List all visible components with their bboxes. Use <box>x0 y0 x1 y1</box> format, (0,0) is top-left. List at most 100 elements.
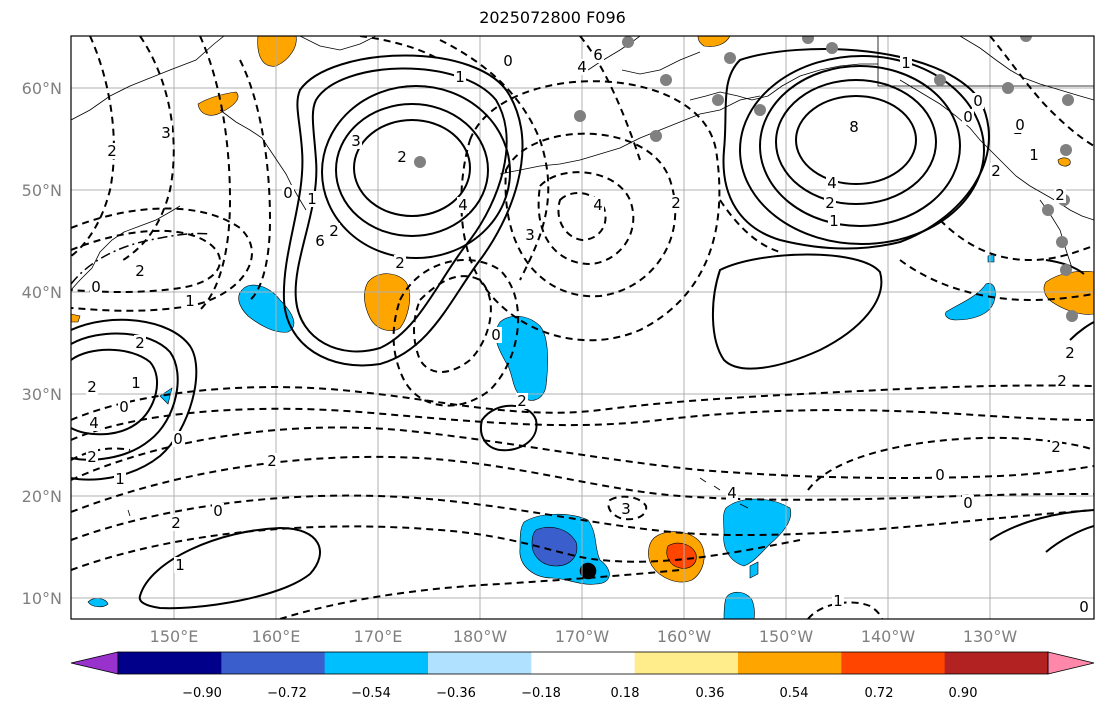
contour-label: 1 <box>115 470 125 488</box>
map-plot-area: 1023468421100220123421026432102421001220… <box>71 36 1094 619</box>
dashdot-contour <box>71 232 211 285</box>
contour-label-bg <box>314 233 326 249</box>
contour-label-bg <box>1056 373 1068 389</box>
colorbar-tick-labels: −0.90 −0.72 −0.54 −0.36 −0.18 0.18 0.36 … <box>182 686 977 701</box>
contour-label-bg <box>1064 345 1076 361</box>
contour-label-bg <box>502 53 514 69</box>
lat-label: 20°N <box>22 487 62 506</box>
lat-label: 30°N <box>22 385 62 404</box>
contour-label-bg <box>134 335 146 351</box>
lat-label: 50°N <box>22 181 62 200</box>
shade-black-dot <box>579 562 597 580</box>
colorbar-tick-label: 0.72 <box>865 686 894 701</box>
lon-label: 170°E <box>354 627 403 646</box>
contour-label: 0 <box>283 184 293 202</box>
lon-label: 150°W <box>759 627 814 646</box>
contour-label: 0 <box>173 430 183 448</box>
contour-label: 0 <box>1015 116 1025 134</box>
shade-blue-bottom <box>723 591 755 619</box>
shade-blue-dateline <box>495 315 548 401</box>
contour-label-bg <box>900 55 912 71</box>
contour-label: 3 <box>621 500 631 518</box>
longitude-labels: 150°E 160°E 170°E 180°W 170°W 160°W 150°… <box>150 627 1018 646</box>
contour-label-bg <box>1028 147 1040 163</box>
contour-label: 0 <box>973 92 983 110</box>
contour-label: 6 <box>593 46 603 64</box>
contour-label-bg <box>328 223 340 239</box>
contour-label-bg <box>832 593 844 609</box>
contour-label-bg <box>88 415 100 431</box>
contour-label-bg <box>576 59 588 75</box>
contour-label: 1 <box>185 292 195 310</box>
colorbar-extend-low <box>70 651 119 675</box>
contour-label: 0 <box>91 278 101 296</box>
contour-label-bg <box>1078 599 1090 615</box>
contour-label-bg <box>524 227 536 243</box>
contour-labels: 1023468421100220123421026432102421001220… <box>86 46 1090 616</box>
contour-label: 2 <box>991 162 1001 180</box>
contour-label-bg <box>118 399 130 415</box>
colorbar-tick-label: 0.54 <box>780 686 809 701</box>
contour-label: 0 <box>963 108 973 126</box>
colorbar-tick-label: −0.90 <box>182 686 222 701</box>
colorbar-tick-label: −0.36 <box>436 686 476 701</box>
contour-label: 0 <box>491 326 501 344</box>
contour-label: 2 <box>135 262 145 280</box>
contour-label-bg <box>824 195 836 211</box>
lon-label: 180°W <box>453 627 508 646</box>
contour-label: 0 <box>213 502 223 520</box>
colorbar-tick-label: 0.36 <box>696 686 725 701</box>
contour-label-bg <box>1054 187 1066 203</box>
colorbar-bin <box>738 652 842 674</box>
contour-label: 4 <box>458 196 468 214</box>
lon-label: 140°W <box>861 627 916 646</box>
lon-label: 160°W <box>657 627 712 646</box>
contour-label: 1 <box>175 556 185 574</box>
contour-label: 2 <box>87 378 97 396</box>
lat-label: 10°N <box>22 589 62 608</box>
contour-label: 3 <box>351 132 361 150</box>
shade-blue-small-1 <box>749 561 759 579</box>
colorbar-tick-label: 0.90 <box>949 686 978 701</box>
contour-label: 6 <box>315 232 325 250</box>
contour-label-bg <box>266 453 278 469</box>
contours-negative <box>71 36 1094 619</box>
graticule <box>71 36 1094 619</box>
contour-label: 1 <box>307 190 317 208</box>
shade-orange-nw-2 <box>197 91 239 116</box>
shade-orange-tiny <box>71 313 81 323</box>
contour-label: 0 <box>963 494 973 512</box>
contour-label: 1 <box>455 68 465 86</box>
contour-label: 4 <box>89 414 99 432</box>
contour-label-bg <box>592 197 604 213</box>
contour-label-bg <box>962 495 974 511</box>
latitude-labels: 60°N 50°N 40°N 30°N 20°N 10°N <box>22 79 62 608</box>
colorbar-bin <box>221 652 326 674</box>
contour-label: 2 <box>517 392 527 410</box>
contour-label-bg <box>670 195 682 211</box>
lon-label: 130°W <box>963 627 1018 646</box>
contour-label-bg <box>990 163 1002 179</box>
colorbar-tick-label: −0.18 <box>521 686 561 701</box>
contour-label-bg <box>826 175 838 191</box>
contour-label: 0 <box>1079 598 1089 616</box>
contour-label-bg <box>130 375 142 391</box>
contour-label: 2 <box>1057 372 1067 390</box>
contour-label-bg <box>212 503 224 519</box>
colorbar <box>70 651 1095 675</box>
contour-label-bg <box>726 485 738 501</box>
contour-label-bg <box>160 125 172 141</box>
contour-label-bg <box>114 471 126 487</box>
map-title: 2025072800 F096 <box>479 8 626 27</box>
contour-label-bg <box>394 255 406 271</box>
contour-label: 0 <box>119 398 129 416</box>
lon-label: 160°E <box>252 627 301 646</box>
contour-label-bg <box>350 133 362 149</box>
colorbar-extend-high <box>1047 651 1095 675</box>
contour-label-bg <box>828 213 840 229</box>
contour-label: 2 <box>329 222 339 240</box>
contour-label: 1 <box>833 592 843 610</box>
contour-label: 2 <box>1065 344 1075 362</box>
colorbar-tick-label: −0.72 <box>267 686 307 701</box>
